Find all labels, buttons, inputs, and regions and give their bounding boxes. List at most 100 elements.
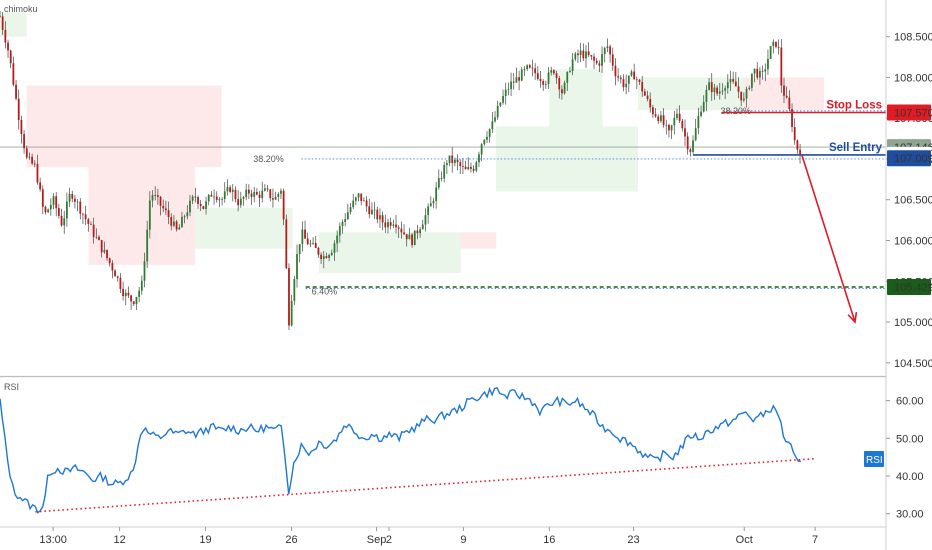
candle-body: [504, 89, 507, 97]
candle-body: [119, 277, 122, 289]
candle-body: [665, 124, 668, 126]
candle-body: [199, 203, 202, 207]
candle-body: [630, 71, 633, 76]
candle-body: [210, 194, 213, 197]
candle-body: [536, 73, 539, 79]
candle-body: [472, 168, 475, 171]
candle-body: [555, 73, 558, 79]
candle-body: [494, 117, 496, 122]
candle-body: [314, 242, 317, 248]
rsi-badge: RSI: [866, 455, 883, 466]
candle-body: [301, 229, 304, 245]
candle-body: [277, 193, 280, 197]
candle-body: [106, 249, 108, 259]
candle-body: [499, 102, 502, 106]
candle-body: [306, 238, 309, 245]
candle-body: [151, 195, 154, 201]
candle-body: [173, 221, 175, 226]
candle-body: [154, 195, 157, 196]
candle-body: [181, 216, 183, 228]
candle-body: [280, 190, 282, 194]
candle-body: [74, 198, 76, 202]
ichimoku-cloud-1: [26, 85, 222, 168]
x-tick-label: 2: [386, 534, 392, 546]
candle-body: [641, 81, 644, 92]
candle-body: [352, 200, 355, 208]
candle-body: [191, 196, 194, 201]
y-tick-label: 106.000: [894, 235, 932, 247]
candle-body: [643, 91, 646, 96]
candle-body: [761, 70, 764, 72]
candle-body: [759, 70, 761, 78]
candle-body: [799, 149, 801, 156]
candle-body: [164, 208, 167, 211]
candle-body: [721, 90, 724, 92]
candle-body: [443, 165, 446, 179]
candle-body: [590, 55, 593, 57]
candle-body: [82, 213, 84, 215]
candle-body: [737, 86, 740, 92]
candle-body: [223, 191, 226, 199]
candle-body: [531, 67, 534, 69]
candle-body: [601, 53, 603, 66]
candle-body: [12, 63, 15, 85]
rsi-y-tick-label: 50.00: [896, 433, 924, 445]
candle-body: [635, 79, 638, 81]
candle-body: [403, 232, 405, 235]
candle-body: [114, 270, 116, 277]
candle-body: [274, 196, 277, 200]
candle-body: [132, 301, 135, 305]
candle-body: [84, 214, 87, 220]
fib-level-label: 38.20%: [253, 154, 284, 164]
candle-body: [266, 188, 269, 190]
candle-body: [734, 81, 737, 87]
x-tick-label: 23: [627, 534, 639, 546]
x-tick-label: Sep: [367, 534, 387, 546]
candle-body: [234, 189, 237, 200]
candle-body: [255, 192, 258, 195]
candle-body: [247, 189, 250, 194]
candle-body: [547, 72, 550, 84]
candle-body: [694, 128, 697, 141]
candle-body: [368, 206, 371, 215]
candle-body: [619, 77, 622, 80]
candle-body: [39, 182, 42, 190]
target-price-badge-bg: [887, 279, 931, 296]
price-panel: 38.20% 38.20% 6.40% Stop Loss Sell Entry chim…: [0, 4, 886, 331]
candle-body: [678, 113, 681, 121]
candle-body: [41, 189, 44, 207]
candle-body: [0, 16, 1, 18]
candle-body: [312, 242, 314, 244]
candle-body: [483, 139, 486, 145]
candle-body: [258, 194, 261, 198]
candle-body: [124, 292, 127, 297]
candle-body: [582, 50, 585, 59]
candle-body: [205, 201, 207, 209]
candle-body: [9, 50, 12, 64]
candle-body: [539, 78, 542, 82]
candle-body: [510, 81, 512, 89]
candle-body: [162, 205, 165, 209]
candle-body: [684, 128, 686, 137]
candle-body: [389, 222, 392, 226]
candle-body: [341, 221, 344, 227]
candle-body: [296, 254, 298, 280]
ichimoku-cloud-2: [88, 167, 195, 265]
candle-body: [577, 53, 579, 56]
candle-body: [558, 78, 561, 90]
candle-body: [215, 196, 218, 200]
candle-body: [440, 178, 443, 179]
candle-body: [330, 252, 333, 256]
candle-body: [282, 190, 285, 220]
candle-body: [309, 243, 312, 245]
candle-body: [111, 263, 114, 271]
candle-body: [103, 249, 106, 253]
candle-body: [437, 178, 440, 188]
candle-body: [197, 197, 199, 204]
candle-body: [705, 89, 708, 102]
candle-body: [542, 81, 545, 85]
ichimoku-cloud-8: [637, 77, 745, 111]
candle-body: [159, 196, 162, 206]
candle-body: [552, 70, 555, 74]
